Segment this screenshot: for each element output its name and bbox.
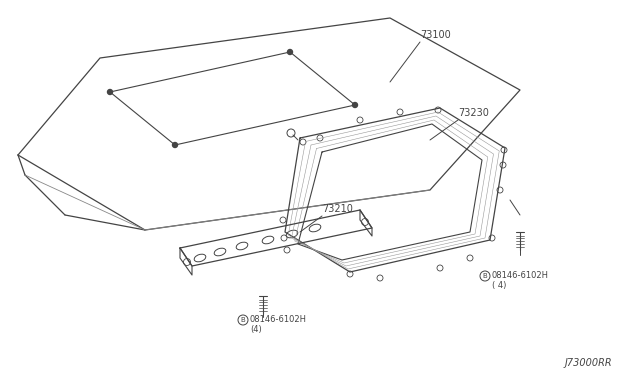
Text: (4): (4) [250,325,262,334]
Text: J73000RR: J73000RR [565,358,612,368]
Circle shape [353,103,358,108]
Circle shape [287,49,292,55]
Text: 73100: 73100 [420,30,451,40]
Text: B: B [241,317,245,323]
Text: 08146-6102H: 08146-6102H [492,271,549,280]
Text: B: B [483,273,488,279]
Circle shape [173,142,177,148]
Text: 73210: 73210 [322,204,353,214]
Text: 73230: 73230 [458,108,489,118]
Text: ( 4): ( 4) [492,281,506,290]
Text: 08146-6102H: 08146-6102H [250,315,307,324]
Circle shape [108,90,113,94]
